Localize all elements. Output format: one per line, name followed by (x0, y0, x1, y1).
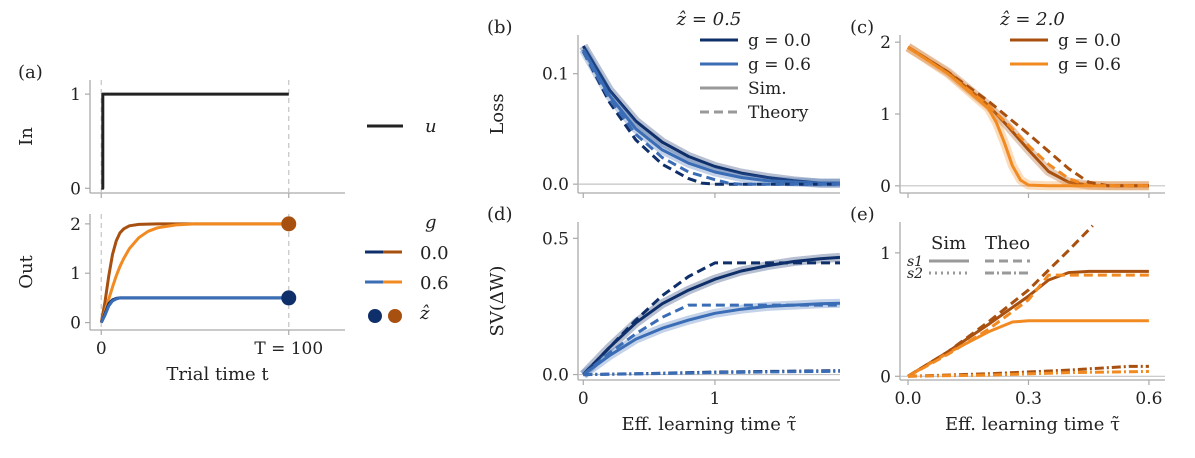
x-tick-label: 0 (96, 339, 107, 359)
legend-label: 0.6 (420, 273, 449, 294)
legend-label: g = 0.0 (1058, 31, 1121, 51)
panel-a_in: 0 1 In (a) u (16, 62, 437, 199)
panel-label: (c) (850, 17, 874, 38)
legend-label: Sim. (748, 79, 787, 99)
y-tick-label: 0.0 (542, 175, 569, 195)
y-tick-label: 0.0 (542, 366, 569, 386)
y-tick-label: 1 (880, 105, 891, 125)
y-tick-label: 2 (880, 33, 891, 53)
y-axis-label: SV(ΔW) (487, 266, 508, 337)
series-line-0-6 (99, 222, 289, 324)
legend-label: 0.0 (420, 243, 449, 264)
x-tick-label: 0.0 (895, 389, 922, 409)
y-tick-label: 1 (880, 244, 891, 264)
legend-title: g (425, 212, 437, 233)
x-tick-label: T = 100 (254, 339, 323, 359)
series-group (579, 43, 840, 188)
legend-dot (368, 309, 382, 323)
y-axis-label: In (16, 127, 37, 146)
y-axis-label: Out (16, 254, 37, 288)
end-marker (281, 216, 297, 232)
x-axis-label: Eff. learning time τ̃ (621, 414, 796, 435)
y-tick-label: 0 (880, 177, 891, 197)
series-group (907, 224, 1149, 378)
x-tick-label: 0 (578, 389, 589, 409)
series-line-g-0-0-s1-sim- (907, 269, 1149, 378)
panel-c: 0 1 2 ẑ = 2.0 (c) g = 0.0 g = 0.6 (850, 9, 1165, 198)
series-group (580, 252, 840, 379)
panel-d: 0.0 0.5 0 1 Eff. learning time τ̃ SV(ΔW) (d) (487, 204, 840, 435)
y-tick-label: 0.1 (542, 65, 569, 85)
y-tick-label: 0.5 (542, 229, 569, 249)
legend-label: g = 0.6 (748, 55, 811, 75)
series-line-g-0-0-theory (581, 50, 840, 186)
series-line-g-0-0-s1-theory (582, 261, 840, 376)
legend: u (367, 116, 437, 137)
legend-title: Theo (985, 233, 1030, 254)
series-line-g-0-6-theory (581, 50, 840, 186)
x-tick-label: 0.3 (1015, 389, 1042, 409)
x-axis-label: Eff. learning time τ̃ (945, 414, 1120, 435)
legend-label: ẑ (419, 303, 430, 324)
series-line-0-0 (99, 296, 289, 324)
legend-label: g = 0.6 (1058, 55, 1121, 75)
series-line-g-0-6-s1-theory (907, 273, 1149, 378)
series-line-g-0-6-s1-theory (582, 303, 840, 376)
panel-label: (a) (18, 62, 43, 83)
series-line-g-0-6-theory (907, 45, 1149, 188)
series-group (905, 43, 1149, 191)
legend-title: Sim (931, 233, 966, 254)
series-line-0-6 (99, 296, 289, 324)
series-group (99, 222, 289, 324)
panel-b: 0.0 0.1 ẑ = 0.5 Loss (b) g = 0.0 g = 0.6 Sim. Th… (487, 9, 840, 198)
legend-dot (388, 309, 402, 323)
y-axis-label: Loss (487, 93, 508, 134)
legend-label: u (425, 116, 437, 137)
y-tick-label: 0 (70, 179, 81, 199)
series-line-g-0-6-s2 (583, 369, 840, 377)
legend-label: s1 (907, 254, 923, 270)
panel-label: (b) (487, 17, 513, 38)
y-tick-label: 1 (70, 85, 81, 105)
legend-label: Theory (748, 103, 809, 123)
series-line-0-0 (99, 222, 289, 323)
end-marker (281, 290, 297, 306)
panel-e: 0 1 0.0 0.3 0.6 Eff. learning time τ̃ (e) Sim Th… (850, 204, 1165, 435)
panel-title: ẑ = 2.0 (999, 9, 1065, 30)
y-tick-label: 0 (70, 314, 81, 334)
y-tick-label: 1 (70, 264, 81, 284)
legend: g 0.0 0.6 ẑ (365, 212, 449, 324)
legend: g = 0.0 g = 0.6 (1010, 31, 1121, 75)
x-tick-label: 0.6 (1135, 389, 1162, 409)
legend: g = 0.0 g = 0.6 Sim. Theory (700, 31, 811, 123)
panel-label: (d) (487, 204, 513, 225)
series-line-u (101, 92, 289, 190)
series-line-g-0-0-s1-theory (907, 224, 1094, 378)
y-tick-label: 0 (880, 367, 891, 387)
legend-label: s2 (907, 266, 923, 282)
x-axis-label: Trial time t (166, 364, 269, 385)
series-line-g-0-6-sim- (581, 48, 840, 185)
series-group (101, 92, 289, 190)
panel-label: (e) (850, 204, 875, 225)
series-line-g-0-6-s2 (907, 369, 1149, 378)
x-tick-label: 1 (710, 389, 721, 409)
y-tick-label: 2 (70, 215, 81, 235)
legend-label: g = 0.0 (748, 31, 811, 51)
panel-a_out: 0 1 2 0 T = 100 Trial time t Out g 0.0 0.6 ẑ (16, 212, 449, 385)
panel-title: ẑ = 0.5 (676, 9, 742, 30)
